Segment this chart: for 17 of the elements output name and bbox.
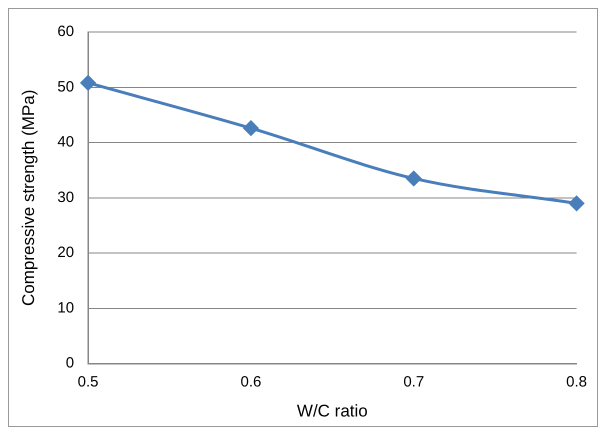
y-tick-label: 40 [57, 134, 74, 151]
y-tick-label: 20 [57, 244, 74, 262]
x-tick-label: 0.8 [566, 374, 588, 391]
y-axis-title: Compressive strength (MPa) [18, 90, 38, 306]
x-tick-label: 0.7 [403, 374, 424, 391]
y-tick-label: 10 [57, 299, 74, 316]
y-tick-label: 30 [57, 188, 74, 206]
x-tick-label: 0.6 [240, 374, 262, 391]
x-tick-label: 0.5 [78, 374, 99, 391]
point [243, 120, 258, 136]
point [406, 170, 422, 186]
y-tick-label: 0 [66, 354, 74, 372]
point [80, 75, 96, 90]
y-tick-label: 50 [57, 78, 74, 96]
y-tick-label: 60 [57, 23, 74, 40]
x-axis-title: W/C ratio [296, 401, 368, 420]
point [569, 196, 584, 211]
